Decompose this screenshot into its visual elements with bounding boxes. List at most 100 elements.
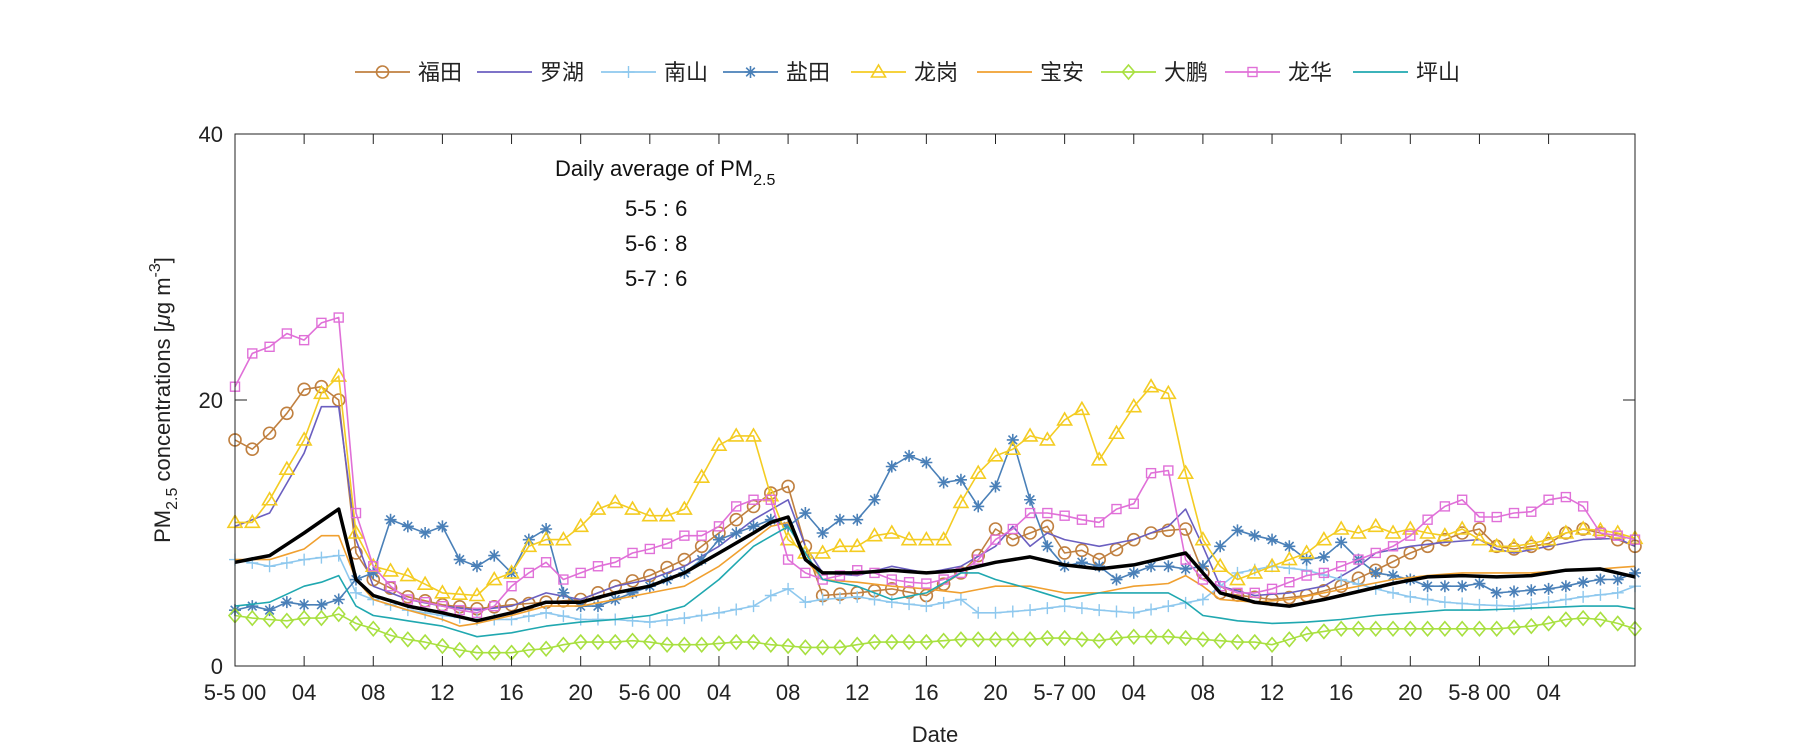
data-point [852,565,863,576]
data-point [1007,523,1018,535]
data-point [313,384,330,400]
data-point [1041,602,1054,615]
data-point [1059,510,1070,521]
x-axis: 5-5 00 04 08 12 16 20 5-6 00 04 08 12 16 20 5-7 00 04… [204,134,1561,705]
data-point [748,494,759,505]
data-point [954,593,967,606]
data-point [1125,398,1143,413]
data-point [1024,493,1037,506]
data-point [953,631,968,648]
data-point [451,585,469,600]
data-point [660,636,675,653]
data-point [610,557,621,568]
data-point [1488,537,1506,553]
data-point [1558,611,1573,628]
data-point [883,524,901,539]
data-point [1577,590,1590,603]
data-point [1350,524,1367,539]
data-point [400,631,415,648]
data-point [1559,593,1572,606]
data-point [1247,633,1262,651]
data-point [782,554,794,565]
data-point [1266,533,1279,546]
data-point [1163,465,1174,476]
y-title-post: ] [150,257,175,263]
data-point [764,513,777,526]
x-tick-label: 04 [292,680,316,705]
data-point [1594,588,1607,601]
data-point [540,557,552,568]
y-title-mu: μ [150,314,175,327]
data-point [298,334,310,346]
data-point [366,620,381,637]
data-point [885,596,898,609]
data-point [591,600,604,613]
data-point [1249,587,1260,599]
x-tick-label: 08 [776,680,800,705]
data-point [661,538,673,549]
data-point [573,633,588,651]
data-point [332,593,345,606]
data-point [1300,553,1313,566]
data-point [1177,464,1195,479]
y-title-mid: concentrations [ [150,326,175,487]
data-point [590,633,606,651]
data-point [280,596,293,609]
data-point [661,614,674,627]
data-point [1298,544,1315,559]
data-point [1559,580,1572,593]
data-point [1438,580,1451,593]
data-point [989,480,1002,493]
data-point [487,644,502,661]
data-point [1127,606,1140,619]
data-point [1145,467,1157,479]
data-point [1316,623,1331,640]
data-point [851,590,864,603]
data-point [902,633,917,651]
y-title-sup: -3 [147,263,164,277]
data-point [1248,529,1261,542]
data-point [730,603,743,616]
data-point [1332,520,1350,535]
data-point [246,600,259,613]
data-point [297,609,312,627]
data-point [280,556,293,569]
data-point [1315,531,1333,546]
data-point [765,494,777,505]
data-point [1436,527,1454,542]
data-point [1405,530,1416,541]
data-point [1178,629,1193,647]
data-point [831,537,849,553]
data-point [1437,620,1452,637]
data-point [1196,560,1209,573]
data-point [1093,517,1105,528]
data-point [1420,620,1435,637]
data-point [1042,507,1053,519]
annotation-line: 5-6 : 8 [625,231,687,256]
data-point [1420,539,1435,554]
data-point [1246,564,1264,579]
data-point [1542,582,1555,595]
data-point [1111,503,1122,515]
data-point [1317,584,1331,598]
legend-entry: 福田 [355,61,462,86]
data-point [1609,524,1627,539]
data-point [452,641,467,659]
data-point [521,641,536,659]
data-point [1230,633,1245,651]
data-point [1301,570,1312,581]
data-point [298,553,311,566]
data-point [1439,501,1451,512]
data-point [279,612,294,630]
data-point [1453,520,1471,535]
data-point [730,527,743,539]
data-point [1040,629,1055,647]
legend-entry: 罗湖 [477,61,584,86]
data-point [437,600,448,612]
legend-marker [375,65,390,79]
data-point [418,633,433,651]
x-tick-label: 20 [568,680,592,705]
legend-label: 龙华 [1288,61,1332,86]
data-point [763,636,778,653]
